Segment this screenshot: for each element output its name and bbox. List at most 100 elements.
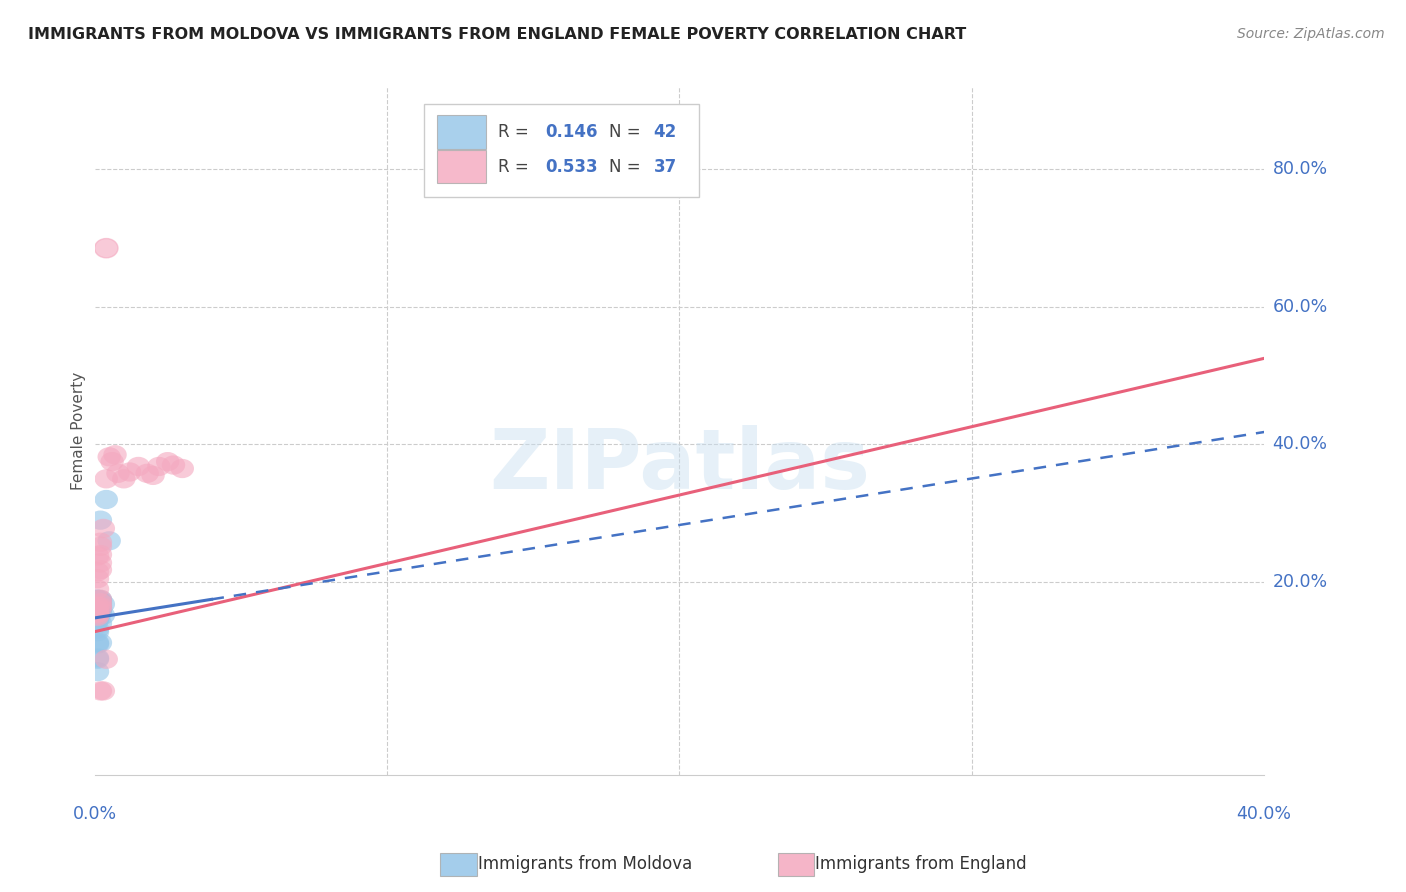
Ellipse shape — [135, 464, 159, 483]
Text: 80.0%: 80.0% — [1272, 160, 1327, 178]
Y-axis label: Female Poverty: Female Poverty — [72, 371, 86, 490]
Ellipse shape — [86, 569, 110, 589]
Ellipse shape — [107, 464, 129, 483]
Ellipse shape — [94, 649, 118, 669]
Ellipse shape — [86, 593, 110, 613]
Ellipse shape — [86, 604, 110, 623]
Ellipse shape — [89, 560, 112, 580]
Ellipse shape — [86, 597, 110, 615]
Ellipse shape — [86, 599, 110, 618]
Ellipse shape — [86, 580, 110, 599]
Ellipse shape — [118, 462, 142, 482]
Ellipse shape — [89, 593, 112, 613]
Ellipse shape — [86, 607, 110, 626]
Ellipse shape — [86, 562, 110, 582]
Ellipse shape — [97, 447, 121, 467]
Ellipse shape — [86, 634, 110, 654]
Ellipse shape — [127, 457, 150, 476]
Ellipse shape — [86, 590, 110, 609]
Ellipse shape — [86, 590, 110, 609]
Ellipse shape — [148, 457, 170, 476]
Ellipse shape — [86, 605, 110, 624]
Text: 0.0%: 0.0% — [73, 805, 117, 823]
Ellipse shape — [86, 608, 110, 628]
Ellipse shape — [86, 591, 110, 611]
Ellipse shape — [91, 595, 115, 614]
Ellipse shape — [86, 606, 110, 624]
Ellipse shape — [86, 662, 110, 681]
Text: 40.0%: 40.0% — [1272, 435, 1327, 453]
Text: Immigrants from England: Immigrants from England — [815, 855, 1028, 873]
Text: 60.0%: 60.0% — [1272, 298, 1327, 316]
Ellipse shape — [86, 604, 110, 623]
Ellipse shape — [91, 681, 115, 700]
Ellipse shape — [89, 595, 112, 614]
Ellipse shape — [89, 597, 112, 615]
Ellipse shape — [86, 610, 110, 630]
Ellipse shape — [91, 519, 115, 538]
Ellipse shape — [89, 510, 112, 530]
Text: N =: N = — [609, 123, 647, 142]
Text: R =: R = — [498, 158, 534, 176]
Ellipse shape — [89, 591, 112, 611]
Ellipse shape — [89, 590, 112, 609]
Text: 42: 42 — [654, 123, 676, 142]
Ellipse shape — [86, 593, 110, 613]
Ellipse shape — [89, 681, 112, 700]
Ellipse shape — [100, 452, 124, 471]
Ellipse shape — [97, 531, 121, 550]
FancyBboxPatch shape — [437, 150, 486, 184]
Ellipse shape — [89, 604, 112, 623]
Ellipse shape — [86, 604, 110, 623]
Ellipse shape — [89, 599, 112, 618]
Ellipse shape — [89, 553, 112, 573]
FancyBboxPatch shape — [425, 103, 699, 196]
Ellipse shape — [112, 469, 135, 489]
Ellipse shape — [162, 456, 186, 475]
Text: N =: N = — [609, 158, 647, 176]
Ellipse shape — [86, 600, 110, 619]
Ellipse shape — [86, 591, 110, 611]
Ellipse shape — [89, 633, 112, 652]
Ellipse shape — [86, 590, 110, 609]
Ellipse shape — [104, 445, 127, 465]
Ellipse shape — [89, 614, 112, 633]
Text: IMMIGRANTS FROM MOLDOVA VS IMMIGRANTS FROM ENGLAND FEMALE POVERTY CORRELATION CH: IMMIGRANTS FROM MOLDOVA VS IMMIGRANTS FR… — [28, 27, 966, 42]
Ellipse shape — [89, 545, 112, 565]
Ellipse shape — [89, 597, 112, 615]
Text: 40.0%: 40.0% — [1237, 805, 1292, 823]
Ellipse shape — [94, 469, 118, 489]
Text: ZIPatlas: ZIPatlas — [489, 425, 870, 506]
Ellipse shape — [86, 600, 110, 619]
Ellipse shape — [86, 619, 110, 639]
Ellipse shape — [86, 601, 110, 621]
Ellipse shape — [89, 599, 112, 618]
Text: Source: ZipAtlas.com: Source: ZipAtlas.com — [1237, 27, 1385, 41]
Ellipse shape — [86, 622, 110, 641]
Ellipse shape — [94, 490, 118, 509]
Ellipse shape — [86, 649, 110, 669]
Ellipse shape — [156, 452, 180, 471]
Ellipse shape — [94, 238, 118, 258]
Ellipse shape — [170, 458, 194, 478]
Ellipse shape — [86, 648, 110, 667]
Ellipse shape — [89, 591, 112, 610]
Ellipse shape — [89, 599, 112, 618]
FancyBboxPatch shape — [437, 115, 486, 149]
Ellipse shape — [86, 633, 110, 652]
Text: Immigrants from Moldova: Immigrants from Moldova — [478, 855, 692, 873]
Ellipse shape — [86, 606, 110, 624]
Ellipse shape — [89, 537, 112, 556]
Ellipse shape — [86, 599, 110, 618]
Ellipse shape — [142, 466, 165, 485]
Ellipse shape — [91, 606, 115, 624]
Ellipse shape — [89, 590, 112, 609]
Ellipse shape — [86, 591, 110, 611]
Text: 0.146: 0.146 — [546, 123, 598, 142]
Ellipse shape — [86, 546, 110, 566]
Text: R =: R = — [498, 123, 534, 142]
Ellipse shape — [86, 600, 110, 619]
Text: 0.533: 0.533 — [546, 158, 598, 176]
Ellipse shape — [89, 533, 112, 552]
Ellipse shape — [86, 595, 110, 614]
